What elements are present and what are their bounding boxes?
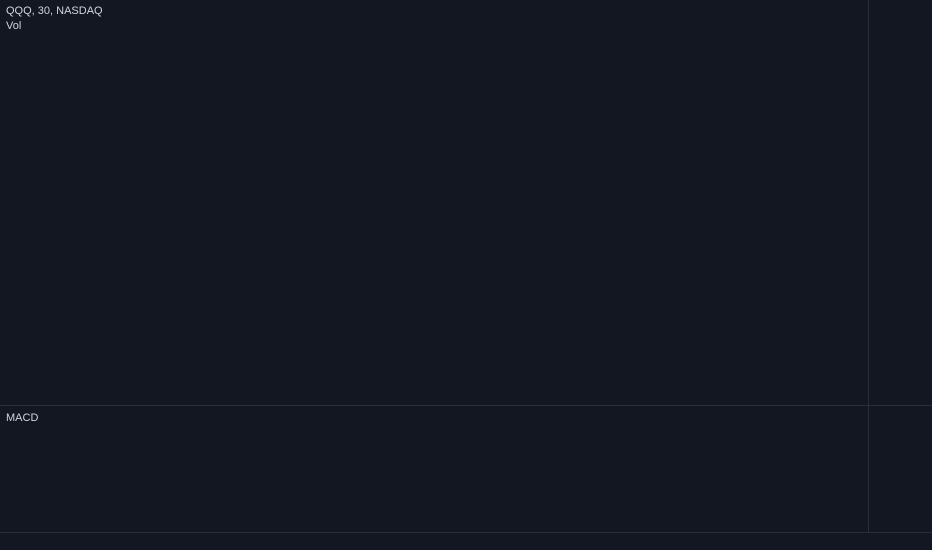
macd-title[interactable]: MACD bbox=[6, 412, 38, 424]
symbol-title[interactable]: QQQ, 30, NASDAQ bbox=[6, 5, 103, 17]
volume-label[interactable]: Vol bbox=[6, 20, 21, 32]
